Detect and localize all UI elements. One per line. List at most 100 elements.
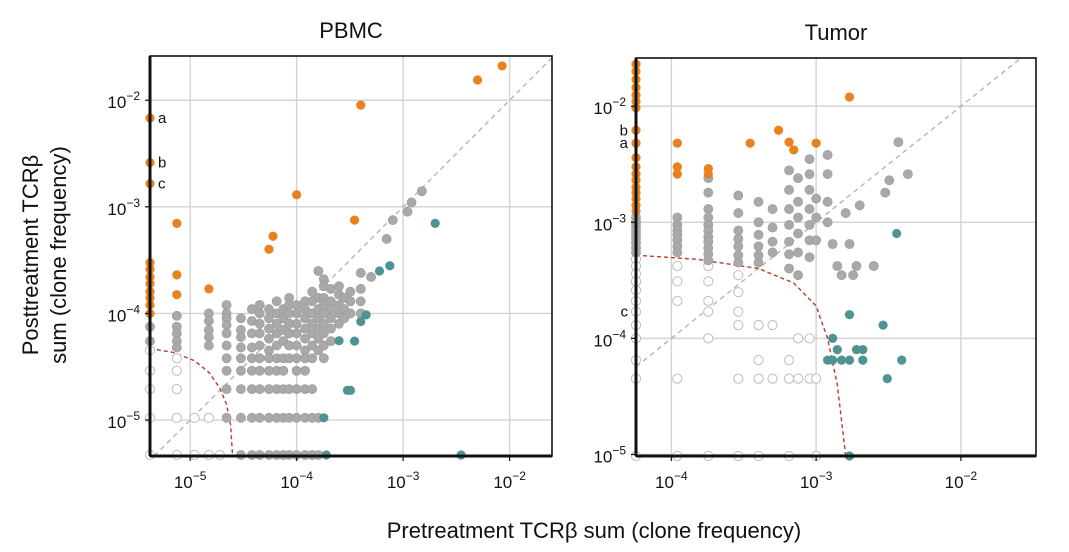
stable-point xyxy=(366,272,376,282)
stable-point xyxy=(868,261,879,271)
stable-point xyxy=(254,353,265,364)
below-threshold-point xyxy=(189,412,200,423)
contracted-point xyxy=(345,385,356,395)
stable-point xyxy=(811,235,822,246)
stable-point xyxy=(300,323,310,334)
panel-title: Tumor xyxy=(805,20,868,45)
contracted-point xyxy=(385,261,395,271)
pbmc-panel: PBMC a bc 10−5 10−4 10−3 10−2 10−2 10−3 10−4 10−5 xyxy=(107,18,553,492)
stable-point xyxy=(387,215,398,226)
x-tick-label: 10−2 xyxy=(945,469,978,492)
below-threshold-point xyxy=(733,306,744,317)
below-threshold-point xyxy=(783,354,795,366)
stable-point xyxy=(236,412,246,423)
below-threshold-point xyxy=(733,270,744,281)
stable-point xyxy=(291,300,302,310)
point-label: b xyxy=(620,122,628,139)
stable-point xyxy=(355,268,366,278)
stable-point xyxy=(221,320,232,330)
expanded-point xyxy=(672,162,682,172)
stable-point xyxy=(254,340,265,351)
contracted-point xyxy=(851,345,862,355)
stable-point xyxy=(236,313,246,324)
y-tick-label: 10−4 xyxy=(593,327,626,350)
stable-point xyxy=(848,270,858,281)
plot-frame xyxy=(149,55,553,457)
contracted-point xyxy=(844,310,855,320)
expanded-point xyxy=(784,137,794,147)
stable-point xyxy=(381,234,392,244)
contracted-point xyxy=(897,355,907,365)
stable-point xyxy=(221,340,232,351)
stable-point xyxy=(851,261,862,271)
expanded-point xyxy=(172,218,182,228)
stable-point xyxy=(318,318,329,329)
stable-point xyxy=(836,270,847,281)
stable-point xyxy=(345,286,356,297)
x-axis-label: Pretreatment TCRβ sum (clone frequency) xyxy=(387,518,802,543)
stable-point xyxy=(733,225,744,236)
contracted-point xyxy=(882,374,892,384)
stable-point xyxy=(355,296,366,307)
stable-point xyxy=(236,332,246,342)
stable-point xyxy=(300,313,310,324)
contracted-point xyxy=(374,266,385,276)
stable-point xyxy=(307,286,318,297)
stable-point xyxy=(703,204,714,214)
stable-point xyxy=(264,333,274,344)
stable-point xyxy=(271,318,282,329)
stable-point xyxy=(402,206,413,217)
expanded-point xyxy=(356,100,366,110)
stable-point xyxy=(804,219,815,230)
stable-point xyxy=(827,239,838,249)
stable-point xyxy=(326,323,336,334)
stable-point xyxy=(236,353,246,364)
below-threshold-point xyxy=(171,365,182,376)
contracted-point xyxy=(878,320,888,330)
stable-point xyxy=(221,328,232,339)
contracted-point xyxy=(361,310,371,320)
expanded-point xyxy=(172,290,182,300)
stable-point xyxy=(822,169,833,179)
threshold-curve xyxy=(635,254,847,457)
stable-point xyxy=(221,365,232,376)
y-tick-label: 10−2 xyxy=(593,95,626,118)
contracted-point xyxy=(832,345,842,355)
stable-point xyxy=(753,257,764,268)
stable-point xyxy=(703,255,714,266)
stable-point xyxy=(313,266,324,276)
stable-point xyxy=(254,300,265,310)
stable-point xyxy=(784,219,794,230)
stable-point xyxy=(784,185,794,195)
stable-point xyxy=(784,236,794,247)
stable-point xyxy=(291,353,302,364)
stable-point xyxy=(291,318,302,329)
contracted-point xyxy=(858,355,868,365)
stable-point xyxy=(822,196,833,207)
stable-point xyxy=(804,154,815,165)
below-threshold-point xyxy=(753,373,764,384)
expanded-point xyxy=(172,270,182,280)
expanded-point xyxy=(773,125,784,135)
stable-point xyxy=(880,187,891,198)
stable-point xyxy=(793,212,803,223)
below-threshold-point xyxy=(703,276,714,287)
contracted-point xyxy=(349,336,360,346)
below-threshold-point xyxy=(792,333,804,344)
expanded-point xyxy=(497,61,507,71)
stable-point xyxy=(854,200,865,211)
below-threshold-point xyxy=(171,384,182,395)
stable-point xyxy=(784,204,794,214)
y-axis-label-line2: sum (clone frequency) xyxy=(46,146,71,364)
stable-point xyxy=(171,310,182,321)
stable-point xyxy=(221,353,232,364)
expanded-point xyxy=(264,244,274,254)
x-tick-label: 10−4 xyxy=(655,469,688,492)
contracted-point xyxy=(334,336,344,346)
y-tick-label: 10−2 xyxy=(107,89,140,112)
stable-point xyxy=(264,323,274,334)
stable-point xyxy=(264,313,274,324)
below-threshold-point xyxy=(672,295,683,307)
panel-title: PBMC xyxy=(319,18,383,43)
stable-point xyxy=(793,173,803,184)
